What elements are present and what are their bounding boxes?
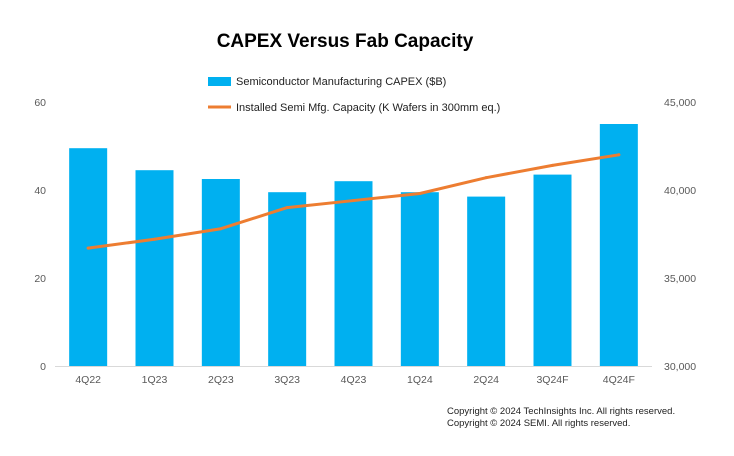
x-tick-label: 1Q24 xyxy=(407,374,433,386)
x-tick-label: 3Q23 xyxy=(274,374,300,386)
x-tick-label: 4Q22 xyxy=(75,374,101,386)
bar-4q24f xyxy=(599,124,638,366)
bar-2q24 xyxy=(467,196,506,366)
capacity-point-1q24 xyxy=(418,192,422,196)
copyright-line-1: Copyright © 2024 TechInsights Inc. All r… xyxy=(447,406,675,417)
bar-1q23 xyxy=(135,170,174,366)
y-axis-right: 30,000 35,000 40,000 45,000 xyxy=(664,97,696,373)
x-tick-label: 2Q24 xyxy=(473,374,499,386)
capacity-point-4q22 xyxy=(86,246,90,250)
x-tick-label: 1Q23 xyxy=(142,374,168,386)
copyright-line-2: Copyright © 2024 SEMI. All rights reserv… xyxy=(447,418,630,429)
y-left-tick-label: 40 xyxy=(34,185,46,197)
capacity-point-4q24f xyxy=(617,153,621,157)
bar-3q23 xyxy=(268,192,307,366)
x-tick-label: 4Q24F xyxy=(603,374,635,386)
y-right-tick-label: 30,000 xyxy=(664,361,696,373)
x-tick-label: 4Q23 xyxy=(341,374,367,386)
bar-3q24f xyxy=(533,174,572,366)
capacity-point-1q23 xyxy=(153,237,156,241)
y-axis-left: 0 20 40 60 xyxy=(34,97,46,373)
legend-label-capacity: Installed Semi Mfg. Capacity (K Wafers i… xyxy=(236,102,500,114)
capacity-point-3q23 xyxy=(285,206,289,210)
chart-title: CAPEX Versus Fab Capacity xyxy=(217,31,474,52)
line-series xyxy=(86,153,621,250)
x-tick-label: 2Q23 xyxy=(208,374,234,386)
y-left-tick-label: 0 xyxy=(40,361,46,373)
capacity-point-3q24f xyxy=(551,163,554,167)
x-axis: 4Q22 1Q23 2Q23 3Q23 4Q23 1Q24 2Q24 3Q24F 4Q24F xyxy=(75,374,635,386)
y-right-tick-label: 40,000 xyxy=(664,185,696,197)
legend-swatch-capex xyxy=(208,77,231,86)
bar-4q22 xyxy=(69,148,108,366)
x-tick-label: 3Q24F xyxy=(536,374,568,386)
y-right-tick-label: 45,000 xyxy=(664,97,696,109)
y-right-tick-label: 35,000 xyxy=(664,273,696,285)
capacity-point-2q23 xyxy=(219,227,223,231)
y-left-tick-label: 60 xyxy=(34,97,46,109)
bar-4q23 xyxy=(334,181,373,366)
capacity-point-4q23 xyxy=(352,199,355,203)
legend-label-capex: Semiconductor Manufacturing CAPEX ($B) xyxy=(236,76,446,88)
bar-series xyxy=(55,124,652,367)
y-left-tick-label: 20 xyxy=(34,273,46,285)
capacity-point-2q24 xyxy=(484,176,488,180)
bar-1q24 xyxy=(400,192,439,366)
bar-2q23 xyxy=(201,179,240,366)
